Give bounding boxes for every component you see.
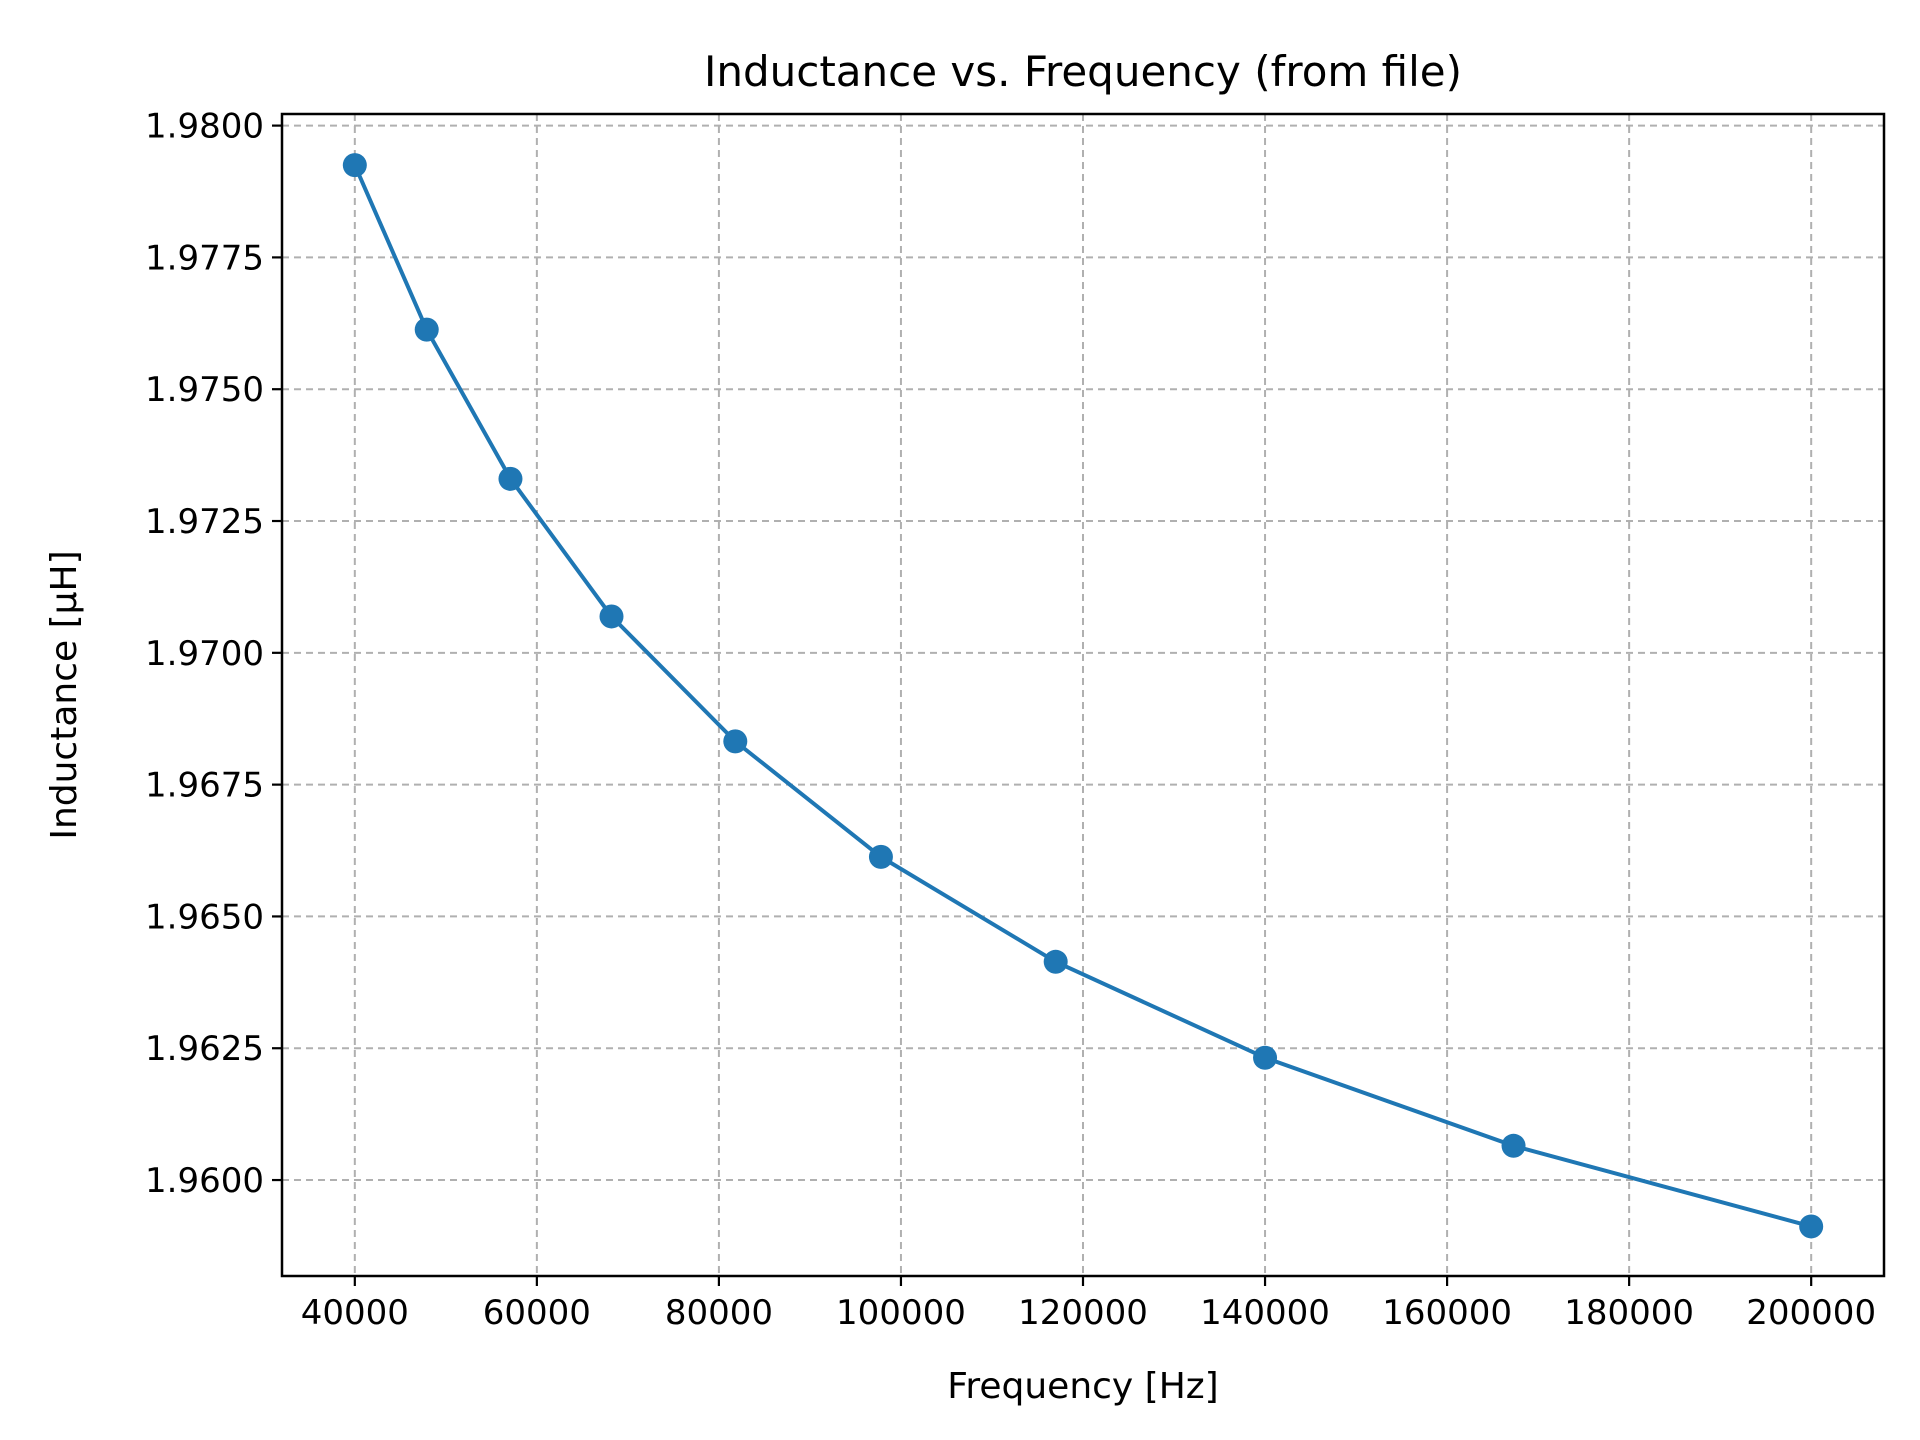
y-tick-label: 1.9725 <box>145 502 264 542</box>
data-point <box>868 844 893 869</box>
x-tick-label: 40000 <box>301 1293 409 1333</box>
x-tick-label: 180000 <box>1564 1293 1694 1333</box>
series-layer <box>342 153 1824 1239</box>
y-tick-label: 1.9700 <box>145 634 264 674</box>
y-axis-label: Inductance [µH] <box>44 550 85 839</box>
series-line <box>352 164 1812 1229</box>
grid <box>282 114 1884 1276</box>
y-axis: 1.9600 1.9625 1.9650 1.9675 1.9700 1.9725 1.97… <box>145 107 282 1201</box>
data-point <box>599 604 624 629</box>
data-point <box>1799 1214 1824 1239</box>
y-tick-label: 1.9625 <box>145 1029 264 1069</box>
x-axis-label: Frequency [Hz] <box>947 1366 1218 1407</box>
data-point <box>1253 1045 1278 1070</box>
x-tick-label: 200000 <box>1746 1293 1876 1333</box>
x-tick-label: 80000 <box>665 1293 773 1333</box>
x-tick-label: 120000 <box>1018 1293 1148 1333</box>
x-axis: 40000 60000 80000 100000 120000 140000 160000 1… <box>301 1276 1876 1333</box>
y-tick-label: 1.9650 <box>145 897 264 937</box>
data-point <box>414 317 439 342</box>
y-tick-label: 1.9775 <box>145 238 264 278</box>
data-point <box>342 153 367 178</box>
y-tick-label: 1.9675 <box>145 766 264 806</box>
y-tick-label: 1.9600 <box>145 1161 264 1201</box>
y-tick-label: 1.9750 <box>145 370 264 410</box>
x-tick-label: 160000 <box>1382 1293 1512 1333</box>
data-point <box>1043 949 1068 974</box>
y-tick-label: 1.9800 <box>145 107 264 147</box>
data-point <box>723 729 748 754</box>
x-tick-label: 100000 <box>836 1293 966 1333</box>
data-point <box>498 466 523 491</box>
chart-title: Inductance vs. Frequency (from file) <box>704 47 1462 96</box>
x-tick-label: 140000 <box>1200 1293 1330 1333</box>
x-tick-label: 60000 <box>483 1293 591 1333</box>
data-point <box>1501 1133 1526 1158</box>
